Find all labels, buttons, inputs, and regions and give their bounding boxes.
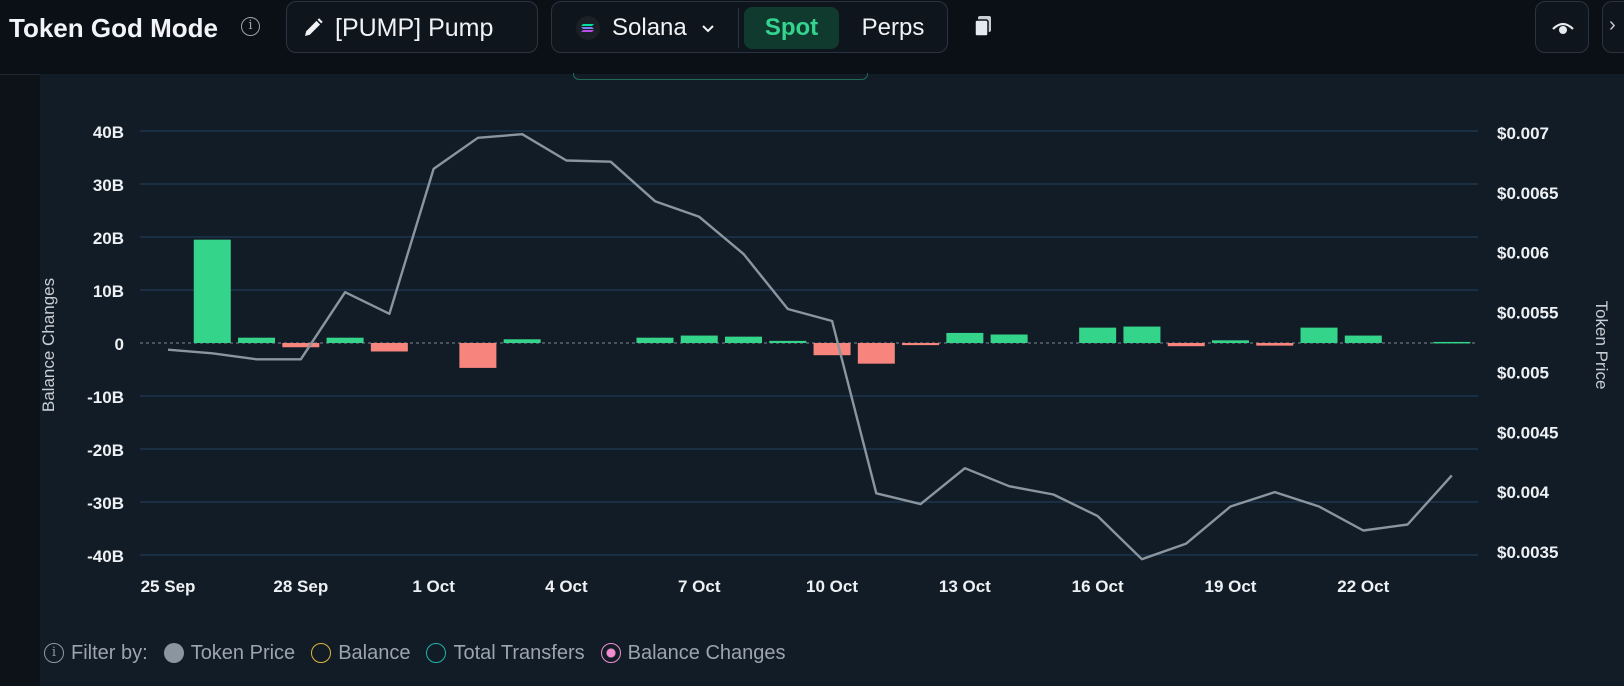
filter-label: Filter by: xyxy=(71,641,148,664)
right-tick-label: $0.0045 xyxy=(1497,423,1558,442)
right-tick-label: $0.004 xyxy=(1497,483,1550,502)
x-axis-ticks: 25 Sep 28 Sep 1 Oct 4 Oct 7 Oct 10 Oct 13 Oct 1… xyxy=(141,577,1390,596)
bar xyxy=(680,335,718,343)
line-series xyxy=(167,132,1453,561)
filter-label-group: i Filter by: xyxy=(44,642,148,665)
bar xyxy=(326,337,364,343)
solana-icon xyxy=(576,16,600,40)
filter-balance[interactable]: Balance xyxy=(311,642,410,665)
bar xyxy=(813,343,851,356)
balance-circle-icon xyxy=(311,643,332,663)
copy-icon[interactable] xyxy=(972,14,994,38)
info-icon: i xyxy=(44,643,64,663)
bar xyxy=(459,343,497,368)
bar xyxy=(769,340,807,343)
perps-tab[interactable]: Perps xyxy=(861,14,925,41)
bar xyxy=(1079,327,1117,343)
bar xyxy=(946,332,984,343)
right-tick-label: $0.0035 xyxy=(1497,543,1558,562)
left-tick-label: 30B xyxy=(93,176,124,195)
bar xyxy=(1344,335,1382,343)
filter-item-label: Token Price xyxy=(190,641,296,664)
visibility-button[interactable] xyxy=(1535,1,1589,53)
eye-icon xyxy=(1552,22,1574,34)
left-tick-label: 40B xyxy=(93,123,124,142)
bar xyxy=(282,343,320,348)
left-axis-ticks: 40B 30B 20B 10B 0 -10B -20B -30B -40B xyxy=(87,123,124,566)
chart-panel xyxy=(40,74,1624,686)
left-tick-label: 0 xyxy=(115,335,124,354)
spot-tab[interactable]: Spot xyxy=(744,7,839,49)
right-axis-ticks: $0.007 $0.0065 $0.006 $0.0055 $0.005 $0.0045 $… xyxy=(1497,124,1558,562)
transfers-circle-icon xyxy=(426,643,447,663)
x-tick-label: 7 Oct xyxy=(678,577,721,596)
right-tick-label: $0.006 xyxy=(1497,244,1549,263)
filter-token-price[interactable]: Token Price xyxy=(163,641,296,665)
x-tick-label: 19 Oct xyxy=(1204,577,1256,596)
top-bar: Token God Mode i [PUMP] Pump Solana Spot… xyxy=(0,0,1624,75)
filter-item-label: Balance xyxy=(338,641,411,664)
filter-bar: i Filter by: Token Price Balance Total T… xyxy=(44,638,802,668)
left-tick-label: 20B xyxy=(93,229,124,248)
more-button[interactable]: › xyxy=(1602,1,1624,53)
grid-lines xyxy=(140,130,1478,556)
left-tick-label: 10B xyxy=(93,282,124,301)
token-label: [PUMP] Pump xyxy=(335,14,494,42)
right-tick-label: $0.007 xyxy=(1497,124,1549,143)
x-tick-label: 28 Sep xyxy=(273,577,328,596)
x-tick-label: 10 Oct xyxy=(806,577,858,596)
bar xyxy=(238,337,276,343)
right-tick-label: $0.0055 xyxy=(1497,304,1558,323)
filter-item-label: Total Transfers xyxy=(453,641,585,664)
network-dropdown[interactable]: Solana xyxy=(612,14,687,41)
right-axis-title: Token Price xyxy=(1592,301,1611,390)
pencil-icon xyxy=(305,18,323,36)
token-price-dot-icon xyxy=(163,643,184,663)
balance-changes-radio-icon xyxy=(600,643,621,663)
left-tick-label: -20B xyxy=(87,441,124,460)
bar xyxy=(1123,326,1161,343)
bar xyxy=(857,343,895,364)
x-tick-label: 25 Sep xyxy=(141,577,196,596)
info-icon[interactable]: i xyxy=(241,17,260,36)
chevron-down-icon[interactable] xyxy=(700,20,716,36)
bar xyxy=(990,334,1028,343)
x-tick-label: 13 Oct xyxy=(939,577,991,596)
left-tick-label: -10B xyxy=(87,388,124,407)
left-axis-title: Balance Changes xyxy=(39,278,58,412)
bar xyxy=(1167,343,1205,347)
bar xyxy=(1256,343,1294,346)
filter-total-transfers[interactable]: Total Transfers xyxy=(426,641,585,665)
right-tick-label: $0.0065 xyxy=(1497,184,1558,203)
bar xyxy=(1433,341,1471,344)
right-tick-label: $0.005 xyxy=(1497,363,1549,382)
x-tick-label: 22 Oct xyxy=(1337,577,1389,596)
bar xyxy=(1211,340,1249,343)
x-tick-label: 1 Oct xyxy=(412,577,455,596)
token-price-line xyxy=(167,132,1453,561)
x-tick-label: 16 Oct xyxy=(1072,577,1124,596)
bar xyxy=(503,339,541,343)
bar xyxy=(370,343,408,352)
token-selector-button[interactable]: [PUMP] Pump xyxy=(286,1,538,53)
bar xyxy=(725,336,763,343)
more-icon: › xyxy=(1609,14,1616,36)
left-tick-label: -30B xyxy=(87,494,124,513)
bar xyxy=(1300,327,1338,343)
bar xyxy=(636,337,674,343)
x-tick-label: 4 Oct xyxy=(545,577,588,596)
bar xyxy=(193,239,231,343)
divider xyxy=(738,8,739,48)
filter-balance-changes[interactable]: Balance Changes xyxy=(600,641,786,665)
left-tick-label: -40B xyxy=(87,547,124,566)
bar xyxy=(902,343,940,346)
page-title: Token God Mode xyxy=(9,13,218,43)
network-segment: Solana Spot Perps xyxy=(551,1,948,53)
bar-series xyxy=(193,239,1471,368)
filter-item-label: Balance Changes xyxy=(627,641,786,664)
